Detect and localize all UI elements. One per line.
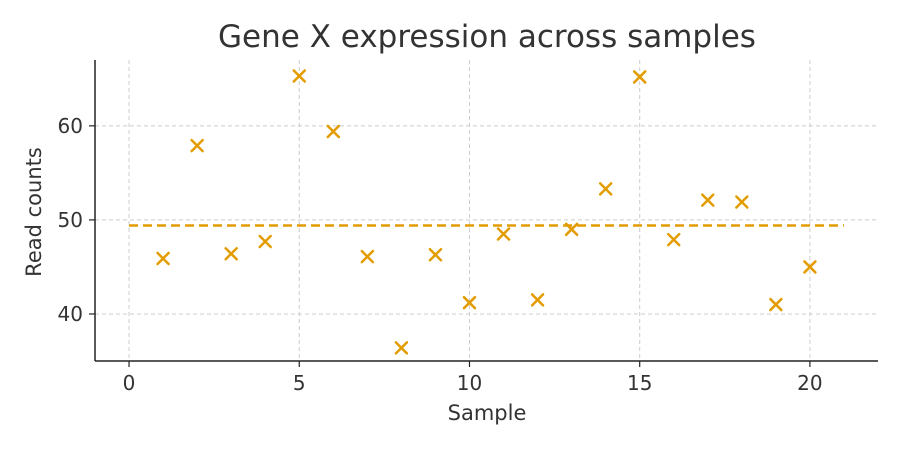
data-point	[598, 182, 613, 196]
points-layer	[156, 69, 817, 355]
data-point	[769, 297, 783, 312]
data-point	[156, 251, 170, 266]
data-point	[360, 249, 375, 264]
x-tick-label: 0	[123, 371, 136, 395]
data-point	[462, 295, 477, 310]
chart-title: Gene X expression across samples	[218, 19, 756, 55]
x-tick-label: 15	[627, 371, 652, 395]
data-point	[735, 195, 749, 209]
x-axis-label: Sample	[448, 401, 527, 425]
y-ticks: 40 50 60	[58, 114, 95, 326]
y-tick-label: 40	[58, 302, 83, 326]
data-point	[803, 260, 817, 274]
x-tick-label: 20	[797, 371, 822, 395]
data-point	[394, 341, 409, 355]
y-axis-label: Read counts	[22, 147, 46, 277]
data-point	[632, 70, 647, 84]
data-point	[564, 222, 579, 237]
x-ticks: 0 5 10 15 20	[123, 361, 823, 395]
data-point	[496, 227, 511, 241]
data-point	[530, 293, 545, 307]
data-point	[224, 247, 238, 261]
grid-layer	[95, 60, 878, 361]
x-tick-label: 10	[457, 371, 482, 395]
data-point	[666, 232, 681, 247]
data-point	[701, 193, 715, 207]
data-point	[190, 138, 204, 153]
y-tick-label: 50	[58, 208, 83, 232]
x-tick-label: 5	[293, 371, 306, 395]
data-point	[292, 69, 307, 83]
y-tick-label: 60	[58, 114, 83, 138]
data-point	[326, 124, 341, 139]
data-point	[258, 234, 272, 249]
data-point	[428, 247, 443, 262]
